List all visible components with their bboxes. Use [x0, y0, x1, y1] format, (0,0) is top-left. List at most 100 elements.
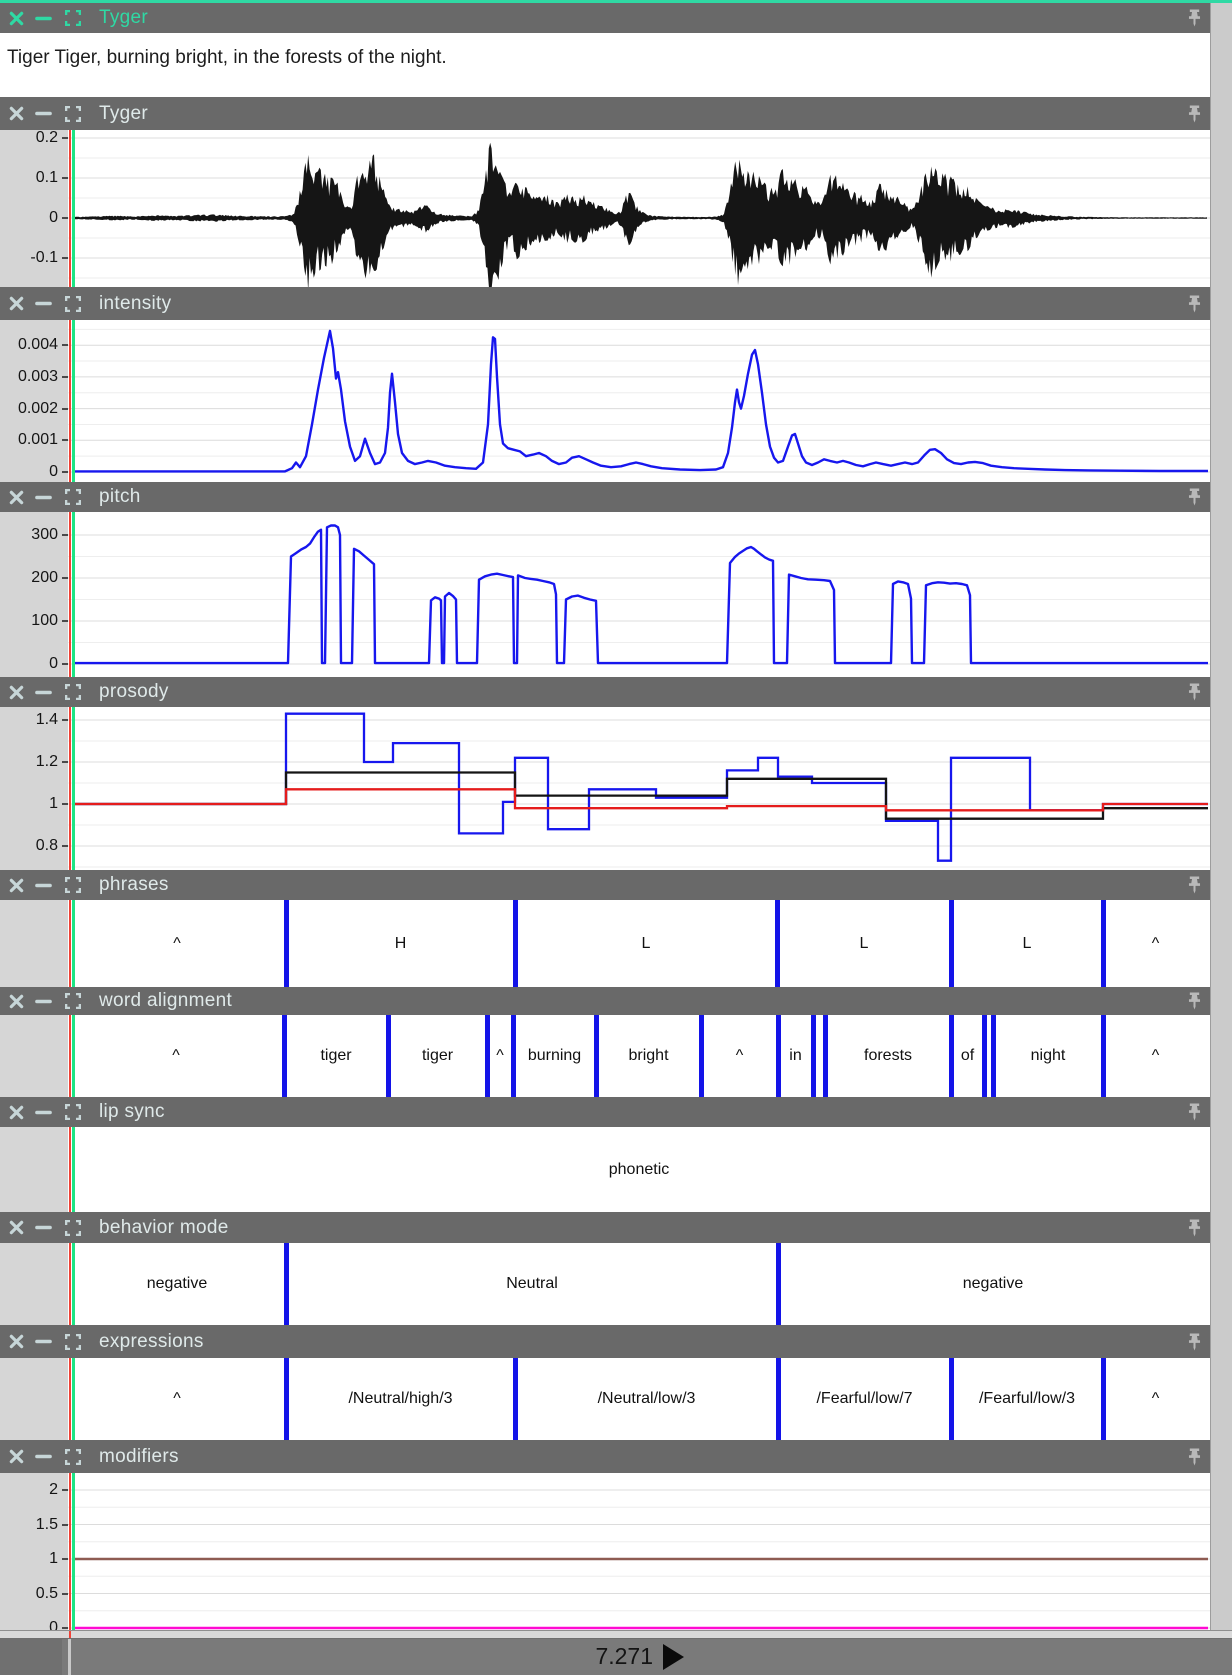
close-icon[interactable] — [7, 105, 25, 123]
minimize-icon[interactable] — [34, 683, 52, 701]
segment-boundary-bar[interactable] — [775, 1243, 781, 1325]
intensity-plot[interactable] — [0, 320, 1210, 482]
waveform-panel-body[interactable]: 0.2 0.1 0 -0.1 — [0, 129, 1210, 287]
pushpin-icon[interactable] — [1186, 1446, 1203, 1468]
close-icon[interactable] — [7, 876, 25, 894]
prosody-panel-body[interactable]: 1.4 1.2 1 0.8 — [0, 707, 1210, 870]
segment-boundary-bar[interactable] — [774, 900, 780, 987]
prosody-plot[interactable] — [0, 707, 1210, 870]
panel-header-expressions[interactable]: expressions — [0, 1325, 1210, 1358]
minimize-icon[interactable] — [34, 295, 52, 313]
segment-boundary-bar[interactable] — [283, 1243, 289, 1325]
minimize-icon[interactable] — [34, 1219, 52, 1237]
segment-boundary-bar[interactable] — [990, 1015, 996, 1097]
panel-header-pitch[interactable]: pitch — [0, 482, 1210, 512]
panel-header-phrases[interactable]: phrases — [0, 870, 1210, 900]
pushpin-icon[interactable] — [1186, 1331, 1203, 1353]
minimize-icon[interactable] — [34, 1103, 52, 1121]
maximize-icon[interactable] — [64, 1103, 82, 1121]
word-alignment-panel-body[interactable]: ^ tiger tiger ^ burning bright ^ in forests of nig… — [0, 1015, 1210, 1097]
window-titlebar[interactable]: Tyger — [0, 3, 1210, 33]
behavior-mode-panel-body[interactable]: negative Neutral negative — [0, 1243, 1210, 1325]
panel-header-prosody[interactable]: prosody — [0, 677, 1210, 707]
segment-boundary-bar[interactable] — [775, 1358, 781, 1440]
segment-boundary-bar[interactable] — [1100, 1358, 1106, 1440]
close-icon[interactable] — [7, 1333, 25, 1351]
close-icon[interactable] — [7, 1219, 25, 1237]
pitch-plot[interactable] — [0, 512, 1210, 677]
segment-boundary-bar[interactable] — [283, 900, 289, 987]
minimize-icon[interactable] — [34, 488, 52, 506]
pushpin-icon[interactable] — [1186, 1101, 1203, 1123]
expressions-panel-body[interactable]: ^ /Neutral/high/3/Neutral/low/3/Fearful/l… — [0, 1358, 1210, 1440]
segment-boundary-bar[interactable] — [510, 1015, 516, 1097]
playhead-cursor-red[interactable] — [69, 130, 71, 287]
pushpin-icon[interactable] — [1186, 681, 1203, 703]
playhead-cursor-green[interactable] — [72, 1473, 75, 1630]
segment-boundary-bar[interactable] — [948, 900, 954, 987]
playhead-cursor-red[interactable] — [69, 1015, 71, 1097]
segment-boundary-bar[interactable] — [948, 1358, 954, 1440]
maximize-icon[interactable] — [64, 683, 82, 701]
segment-boundary-bar[interactable] — [1100, 1015, 1106, 1097]
maximize-icon[interactable] — [64, 105, 82, 123]
maximize-icon[interactable] — [64, 9, 82, 27]
segment-boundary-bar[interactable] — [981, 1015, 987, 1097]
segment-boundary-bar[interactable] — [822, 1015, 828, 1097]
segment-boundary-bar[interactable] — [512, 900, 518, 987]
transport-bar[interactable]: 7.271 — [0, 1639, 1232, 1675]
lip-sync-panel-body[interactable]: phonetic — [0, 1127, 1210, 1212]
phrases-panel-body[interactable]: ^ H L L L ^ — [0, 900, 1210, 987]
segment-boundary-bar[interactable] — [593, 1015, 599, 1097]
minimize-icon[interactable] — [34, 1448, 52, 1466]
modifiers-panel-body[interactable]: 2 1.5 1 0.5 0 — [0, 1473, 1210, 1636]
waveform-plot[interactable] — [0, 130, 1210, 287]
pushpin-icon[interactable] — [1186, 486, 1203, 508]
playhead-cursor-red[interactable] — [69, 1358, 71, 1440]
pushpin-icon[interactable] — [1186, 1217, 1203, 1239]
segment-boundary-bar[interactable] — [698, 1015, 704, 1097]
maximize-icon[interactable] — [64, 488, 82, 506]
maximize-icon[interactable] — [64, 1448, 82, 1466]
pushpin-icon[interactable] — [1186, 874, 1203, 896]
segment-boundary-bar[interactable] — [948, 1015, 954, 1097]
playhead-cursor-red[interactable] — [69, 707, 71, 870]
segment-boundary-bar[interactable] — [810, 1015, 816, 1097]
panel-header-modifiers[interactable]: modifiers — [0, 1440, 1210, 1473]
playhead-cursor-red[interactable] — [69, 512, 71, 677]
playhead-cursor-green[interactable] — [72, 1127, 75, 1212]
play-icon[interactable] — [663, 1644, 684, 1670]
playhead-cursor-red[interactable] — [69, 1127, 71, 1212]
minimize-icon[interactable] — [34, 1333, 52, 1351]
sentence-row[interactable]: Tiger Tiger, burning bright, in the fore… — [0, 33, 1210, 97]
close-icon[interactable] — [7, 295, 25, 313]
panel-header-lip-sync[interactable]: lip sync — [0, 1097, 1210, 1127]
pitch-panel-body[interactable]: 300 200 100 0 — [0, 512, 1210, 677]
panel-header-behavior-mode[interactable]: behavior mode — [0, 1212, 1210, 1243]
maximize-icon[interactable] — [64, 1333, 82, 1351]
segment-boundary-bar[interactable] — [775, 1015, 781, 1097]
playhead-cursor-green[interactable] — [72, 900, 75, 987]
close-icon[interactable] — [7, 1448, 25, 1466]
playhead-cursor-green[interactable] — [72, 1243, 75, 1325]
segment-boundary-bar[interactable] — [484, 1015, 490, 1097]
segment-boundary-bar[interactable] — [283, 1358, 289, 1440]
playhead-cursor-red[interactable] — [69, 1473, 71, 1630]
segment-boundary-bar[interactable] — [1100, 900, 1106, 987]
pushpin-icon[interactable] — [1186, 103, 1203, 125]
close-icon[interactable] — [7, 683, 25, 701]
close-icon[interactable] — [7, 488, 25, 506]
minimize-icon[interactable] — [34, 9, 52, 27]
minimize-icon[interactable] — [34, 992, 52, 1010]
vertical-scrollbar[interactable] — [1210, 3, 1232, 1630]
playhead-cursor-green[interactable] — [72, 320, 75, 482]
pushpin-icon[interactable] — [1186, 990, 1203, 1012]
maximize-icon[interactable] — [64, 295, 82, 313]
segment-boundary-bar[interactable] — [385, 1015, 391, 1097]
panel-header-intensity[interactable]: intensity — [0, 287, 1210, 320]
pushpin-icon[interactable] — [1186, 7, 1203, 29]
close-icon[interactable] — [7, 9, 25, 27]
playhead-cursor-green[interactable] — [72, 512, 75, 677]
intensity-panel-body[interactable]: 0.004 0.003 0.002 0.001 0 — [0, 320, 1210, 482]
close-icon[interactable] — [7, 992, 25, 1010]
